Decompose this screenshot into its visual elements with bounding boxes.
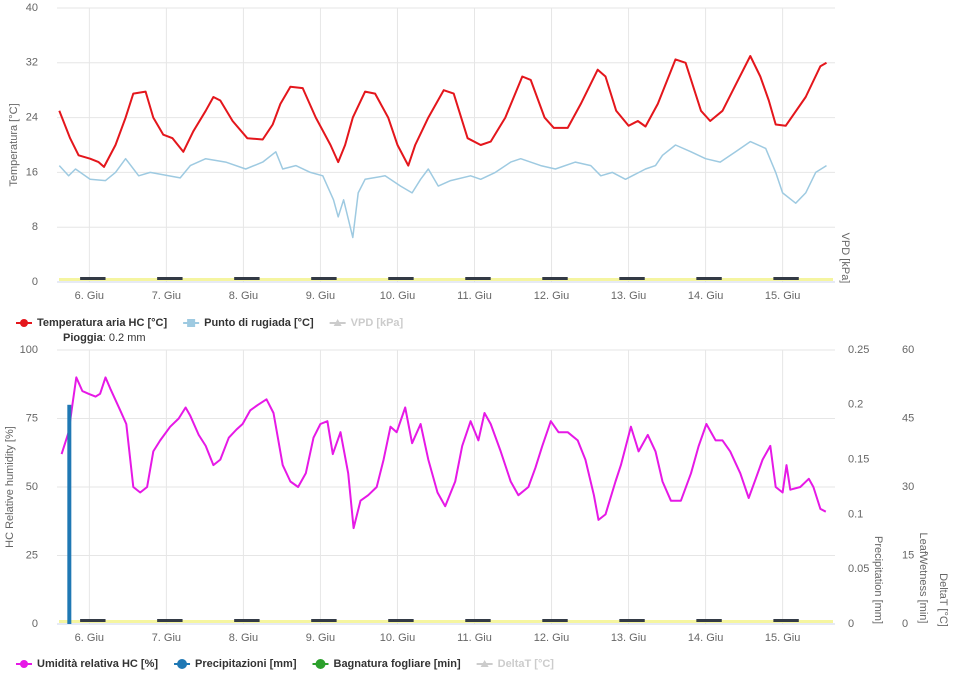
night-bar — [773, 619, 799, 622]
y-tick-label: 50 — [26, 481, 38, 493]
legend-item: Bagnatura fogliare [min] — [312, 658, 461, 670]
night-bar — [157, 277, 183, 280]
night-bar — [80, 277, 106, 280]
night-bar — [619, 619, 645, 622]
y2-tick-label: 0.05 — [848, 563, 869, 575]
y-tick-label: 0 — [32, 276, 38, 288]
series-line — [58, 55, 827, 168]
series-line — [60, 376, 827, 530]
x-tick-label: 7. Giu — [152, 632, 181, 644]
y3-tick-label: 30 — [902, 481, 914, 493]
legend-label: DeltaT [°C] — [498, 658, 555, 670]
y4-axis-title: DeltaT [°C] — [937, 573, 949, 627]
x-tick-label: 13. Giu — [611, 632, 646, 644]
y-tick-label: 75 — [26, 412, 38, 424]
legend-item: Umidità relativa HC [%] — [16, 658, 158, 670]
y2-tick-label: 0.2 — [848, 399, 863, 411]
y-axis-title: HC Relative humidity [%] — [4, 426, 16, 548]
x-tick-label: 15. Giu — [765, 290, 800, 302]
y-tick-label: 25 — [26, 549, 38, 561]
x-tick-label: 10. Giu — [380, 290, 415, 302]
night-bar — [542, 619, 568, 622]
y-tick-label: 16 — [26, 166, 38, 178]
night-bar — [696, 277, 722, 280]
legend-item: Punto di rugiada [°C] — [183, 317, 314, 329]
legend-symbol — [20, 319, 28, 327]
x-tick-label: 14. Giu — [688, 632, 723, 644]
y3-tick-label: 0 — [902, 618, 908, 630]
daylight-strip — [59, 278, 833, 281]
night-bar — [465, 619, 491, 622]
x-tick-label: 13. Giu — [611, 290, 646, 302]
daylight-strip — [59, 620, 833, 623]
night-bar — [696, 619, 722, 622]
x-tick-label: 12. Giu — [534, 290, 569, 302]
x-tick-label: 8. Giu — [229, 632, 258, 644]
x-tick-label: 8. Giu — [229, 290, 258, 302]
y-tick-label: 40 — [26, 2, 38, 14]
legend-item: DeltaT [°C] — [476, 658, 555, 670]
night-bar — [388, 277, 414, 280]
y3-tick-label: 60 — [902, 344, 914, 356]
x-tick-label: 9. Giu — [306, 632, 335, 644]
x-tick-label: 12. Giu — [534, 632, 569, 644]
night-bar — [311, 619, 337, 622]
x-tick-label: 14. Giu — [688, 290, 723, 302]
legend-item: VPD [kPa] — [329, 317, 404, 329]
night-bar — [157, 619, 183, 622]
x-tick-label: 6. Giu — [75, 632, 104, 644]
y3-tick-label: 45 — [902, 412, 914, 424]
y-axis-title: Temperatura [°C] — [8, 103, 20, 186]
x-tick-label: 11. Giu — [457, 632, 492, 644]
legend-label: Umidità relativa HC [%] — [37, 658, 158, 670]
tooltip-label: Pioggia — [63, 332, 104, 344]
night-bar — [234, 277, 260, 280]
y2-axis-title: Precipitation [mm] — [872, 536, 884, 624]
night-bar — [619, 277, 645, 280]
night-bar — [311, 277, 337, 280]
night-bar — [465, 277, 491, 280]
y-tick-label: 24 — [26, 112, 38, 124]
x-tick-label: 7. Giu — [152, 290, 181, 302]
y-tick-label: 8 — [32, 221, 38, 233]
legend-symbol — [480, 660, 489, 667]
legend-item: Precipitazioni [mm] — [174, 658, 297, 670]
tooltip-text: : 0.2 mm — [103, 332, 146, 344]
y2-tick-label: 0.25 — [848, 344, 869, 356]
y-tick-label: 32 — [26, 57, 38, 69]
y2-tick-label: 0.15 — [848, 454, 869, 466]
legend-label: VPD [kPa] — [351, 317, 404, 329]
y-tick-label: 0 — [32, 618, 38, 630]
y2-tick-label: 0.1 — [848, 508, 863, 520]
legend-symbol — [333, 319, 342, 326]
legend-label: Bagnatura fogliare [min] — [334, 658, 461, 670]
x-tick-label: 6. Giu — [75, 290, 104, 302]
legend-item: Temperatura aria HC [°C] — [16, 317, 167, 329]
night-bar — [388, 619, 414, 622]
x-tick-label: 15. Giu — [765, 632, 800, 644]
night-bar — [542, 277, 568, 280]
y2-tick-label: 0 — [848, 618, 854, 630]
legend-symbol — [315, 659, 326, 669]
night-bar — [773, 277, 799, 280]
x-tick-label: 10. Giu — [380, 632, 415, 644]
tooltip: Pioggia: 0.2 mm — [63, 332, 146, 344]
x-tick-label: 9. Giu — [306, 290, 335, 302]
legend-label: Temperatura aria HC [°C] — [37, 317, 167, 329]
bar — [67, 404, 72, 624]
night-bar — [234, 619, 260, 622]
y-tick-label: 100 — [20, 344, 38, 356]
y3-axis-title: LeafWetness [min] — [917, 533, 929, 624]
series-line — [58, 140, 827, 239]
legend-label: Precipitazioni [mm] — [195, 658, 297, 670]
legend-symbol — [177, 659, 188, 669]
legend-symbol — [187, 319, 196, 327]
night-bar — [80, 619, 106, 622]
y3-tick-label: 15 — [902, 549, 914, 561]
x-tick-label: 11. Giu — [457, 290, 492, 302]
y2-axis-title: VPD [kPa] — [839, 233, 851, 284]
legend-symbol — [20, 660, 28, 668]
legend-label: Punto di rugiada [°C] — [204, 317, 314, 329]
